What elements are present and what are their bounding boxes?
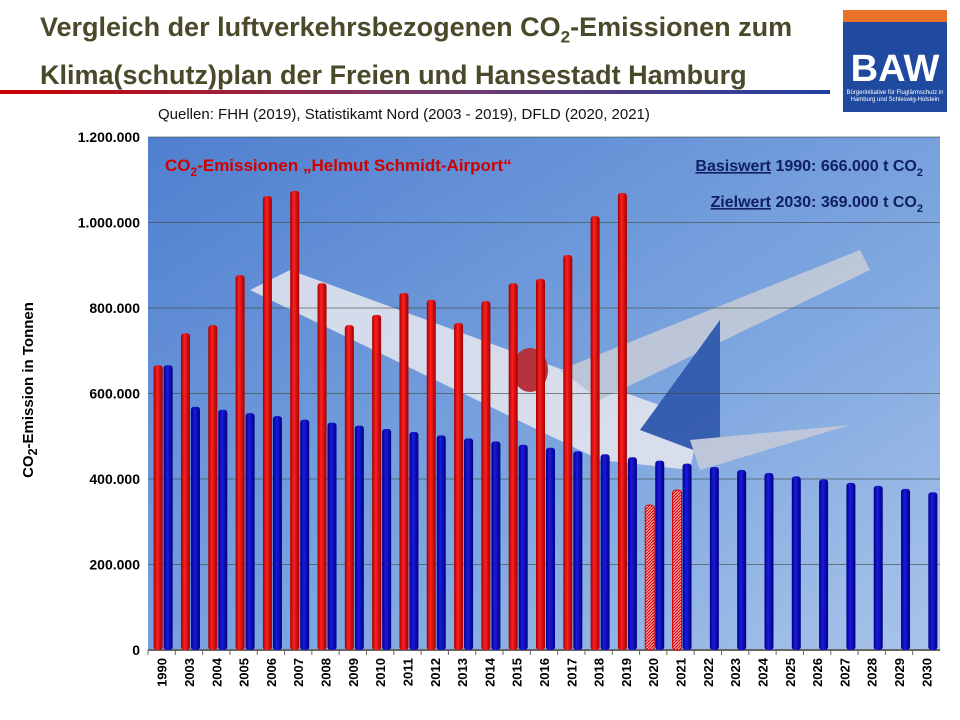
bar-blue-2025 <box>791 476 801 650</box>
slide-title: Vergleich der luftverkehrsbezogenen CO2-… <box>40 8 840 94</box>
bar-blue-2022 <box>709 467 719 650</box>
y-tick-label: 800.000 <box>89 300 140 316</box>
bar-blue-2028 <box>873 485 883 650</box>
y-tick-label: 0 <box>132 642 140 658</box>
bar-red-2011 <box>399 293 409 650</box>
bar-blue-2011 <box>409 431 419 650</box>
x-tick-label: 2018 <box>592 658 607 687</box>
x-tick-label: 2017 <box>564 658 579 687</box>
bar-blue-2013 <box>464 438 474 650</box>
bar-blue-2018 <box>600 454 610 650</box>
bar-red-2012 <box>426 299 436 650</box>
x-tick-label: 2004 <box>209 657 224 687</box>
bar-blue-2026 <box>819 479 829 650</box>
bar-blue-2012 <box>436 435 446 650</box>
bar-red-2004 <box>208 325 218 650</box>
x-tick-label: 1990 <box>155 658 170 687</box>
bar-red-2018 <box>590 216 600 650</box>
title-line-2: Klima(schutz)plan der Freien und Hansest… <box>40 60 747 91</box>
logo-text: BAW <box>850 48 940 90</box>
x-tick-label: 2007 <box>291 658 306 687</box>
bar-blue-2020 <box>655 460 665 650</box>
bar-blue-2014 <box>491 441 501 650</box>
x-tick-label: 2010 <box>373 658 388 687</box>
bar-blue-2006 <box>272 416 282 650</box>
x-tick-label: 2020 <box>646 658 661 687</box>
bar-blue-1990 <box>163 365 173 650</box>
y-tick-label: 400.000 <box>89 471 140 487</box>
bar-red-2015 <box>508 283 518 650</box>
x-tick-label: 2008 <box>319 658 334 687</box>
bar-red-2003 <box>180 333 190 650</box>
bar-red-2013 <box>454 322 464 650</box>
bar-red-2008 <box>317 283 327 650</box>
logo-subtitle: Bürgerinitiative für Fluglärmschutz in H… <box>846 90 944 103</box>
bar-red-1990 <box>153 365 163 650</box>
x-tick-label: 2024 <box>755 657 770 687</box>
bar-blue-2007 <box>300 419 310 650</box>
bar-red-2020 <box>644 504 655 651</box>
x-tick-label: 2026 <box>810 658 825 687</box>
bar-blue-2021 <box>682 463 692 650</box>
bar-blue-2005 <box>245 413 255 650</box>
y-tick-label: 200.000 <box>89 557 140 573</box>
bar-blue-2027 <box>846 482 856 650</box>
bar-red-2016 <box>536 278 545 650</box>
bar-blue-2016 <box>546 447 555 650</box>
bar-blue-2029 <box>901 488 911 650</box>
x-tick-label: 2022 <box>701 658 716 687</box>
x-tick-label: 2029 <box>892 658 907 687</box>
x-tick-label: 2014 <box>482 657 497 687</box>
bar-blue-2030 <box>928 492 938 650</box>
bar-red-2009 <box>344 325 354 650</box>
bar-blue-2017 <box>573 451 583 650</box>
sources-text: Quellen: FHH (2019), Statistikamt Nord (… <box>158 106 650 123</box>
bar-blue-2010 <box>382 428 392 650</box>
bar-red-2019 <box>617 193 627 650</box>
x-tick-label: 2025 <box>783 658 798 687</box>
bar-blue-2023 <box>737 470 747 650</box>
x-tick-label: 2013 <box>455 658 470 687</box>
title-subscript: 2 <box>560 27 571 47</box>
x-tick-label: 2005 <box>237 658 252 687</box>
x-tick-label: 2006 <box>264 658 279 687</box>
zielwert-annotation: Zielwert 2030: 369.000 t CO2 <box>711 194 923 215</box>
bar-blue-2008 <box>327 422 337 650</box>
baw-logo: BAW Bürgerinitiative für Fluglärmschutz … <box>843 10 947 112</box>
x-tick-label: 2028 <box>865 658 880 687</box>
bar-blue-2009 <box>354 425 364 650</box>
bar-blue-2015 <box>518 444 528 650</box>
bar-blue-2003 <box>190 406 200 650</box>
x-tick-label: 2012 <box>428 658 443 687</box>
bar-red-2007 <box>290 190 300 651</box>
bar-red-2021 <box>672 489 683 651</box>
y-tick-label: 1.000.000 <box>78 215 140 231</box>
basiswert-annotation: Basiswert 1990: 666.000 t CO2 <box>695 158 923 179</box>
y-tick-label: 1.200.000 <box>78 129 140 145</box>
title-text: Vergleich der luftverkehrsbezogenen CO <box>40 12 561 42</box>
bar-blue-2024 <box>764 473 774 650</box>
x-tick-label: 2021 <box>674 658 689 687</box>
bar-red-2006 <box>262 195 272 650</box>
x-tick-label: 2011 <box>400 658 415 686</box>
title-divider <box>0 90 830 94</box>
bar-blue-2019 <box>627 457 637 650</box>
legend-red-series: CO2-Emissionen „Helmut Schmidt-Airport“ <box>165 156 512 179</box>
x-tick-label: 2009 <box>346 658 361 687</box>
bar-blue-2004 <box>218 409 228 650</box>
y-tick-label: 600.000 <box>89 386 140 402</box>
x-tick-label: 2003 <box>182 658 197 687</box>
x-tick-label: 2019 <box>619 658 634 687</box>
bar-red-2014 <box>481 301 491 650</box>
x-tick-label: 2023 <box>728 658 743 687</box>
x-tick-label: 2027 <box>837 658 852 687</box>
title-text: -Emissionen zum <box>570 12 793 42</box>
x-tick-label: 2015 <box>510 658 525 687</box>
bar-red-2005 <box>235 275 245 650</box>
bar-red-2017 <box>563 254 573 651</box>
x-tick-label: 2016 <box>537 658 552 687</box>
bar-red-2010 <box>372 314 382 650</box>
x-tick-label: 2030 <box>919 658 934 687</box>
